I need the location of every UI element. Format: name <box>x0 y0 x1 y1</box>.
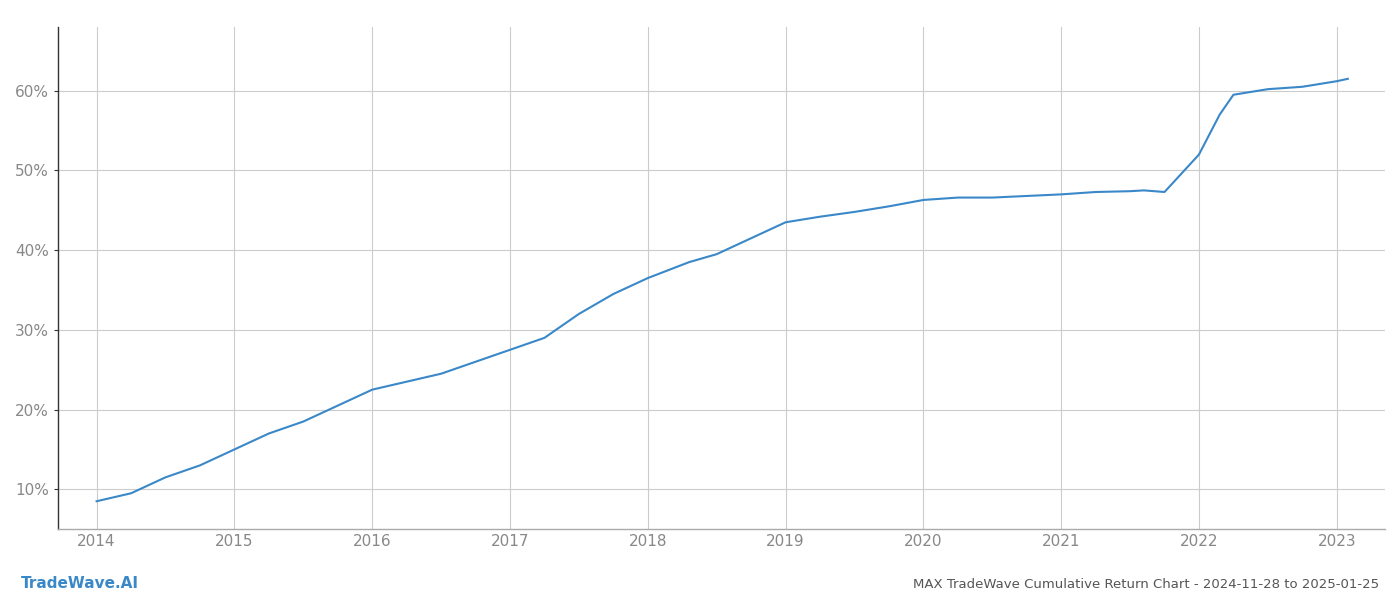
Text: MAX TradeWave Cumulative Return Chart - 2024-11-28 to 2025-01-25: MAX TradeWave Cumulative Return Chart - … <box>913 578 1379 591</box>
Text: TradeWave.AI: TradeWave.AI <box>21 576 139 591</box>
